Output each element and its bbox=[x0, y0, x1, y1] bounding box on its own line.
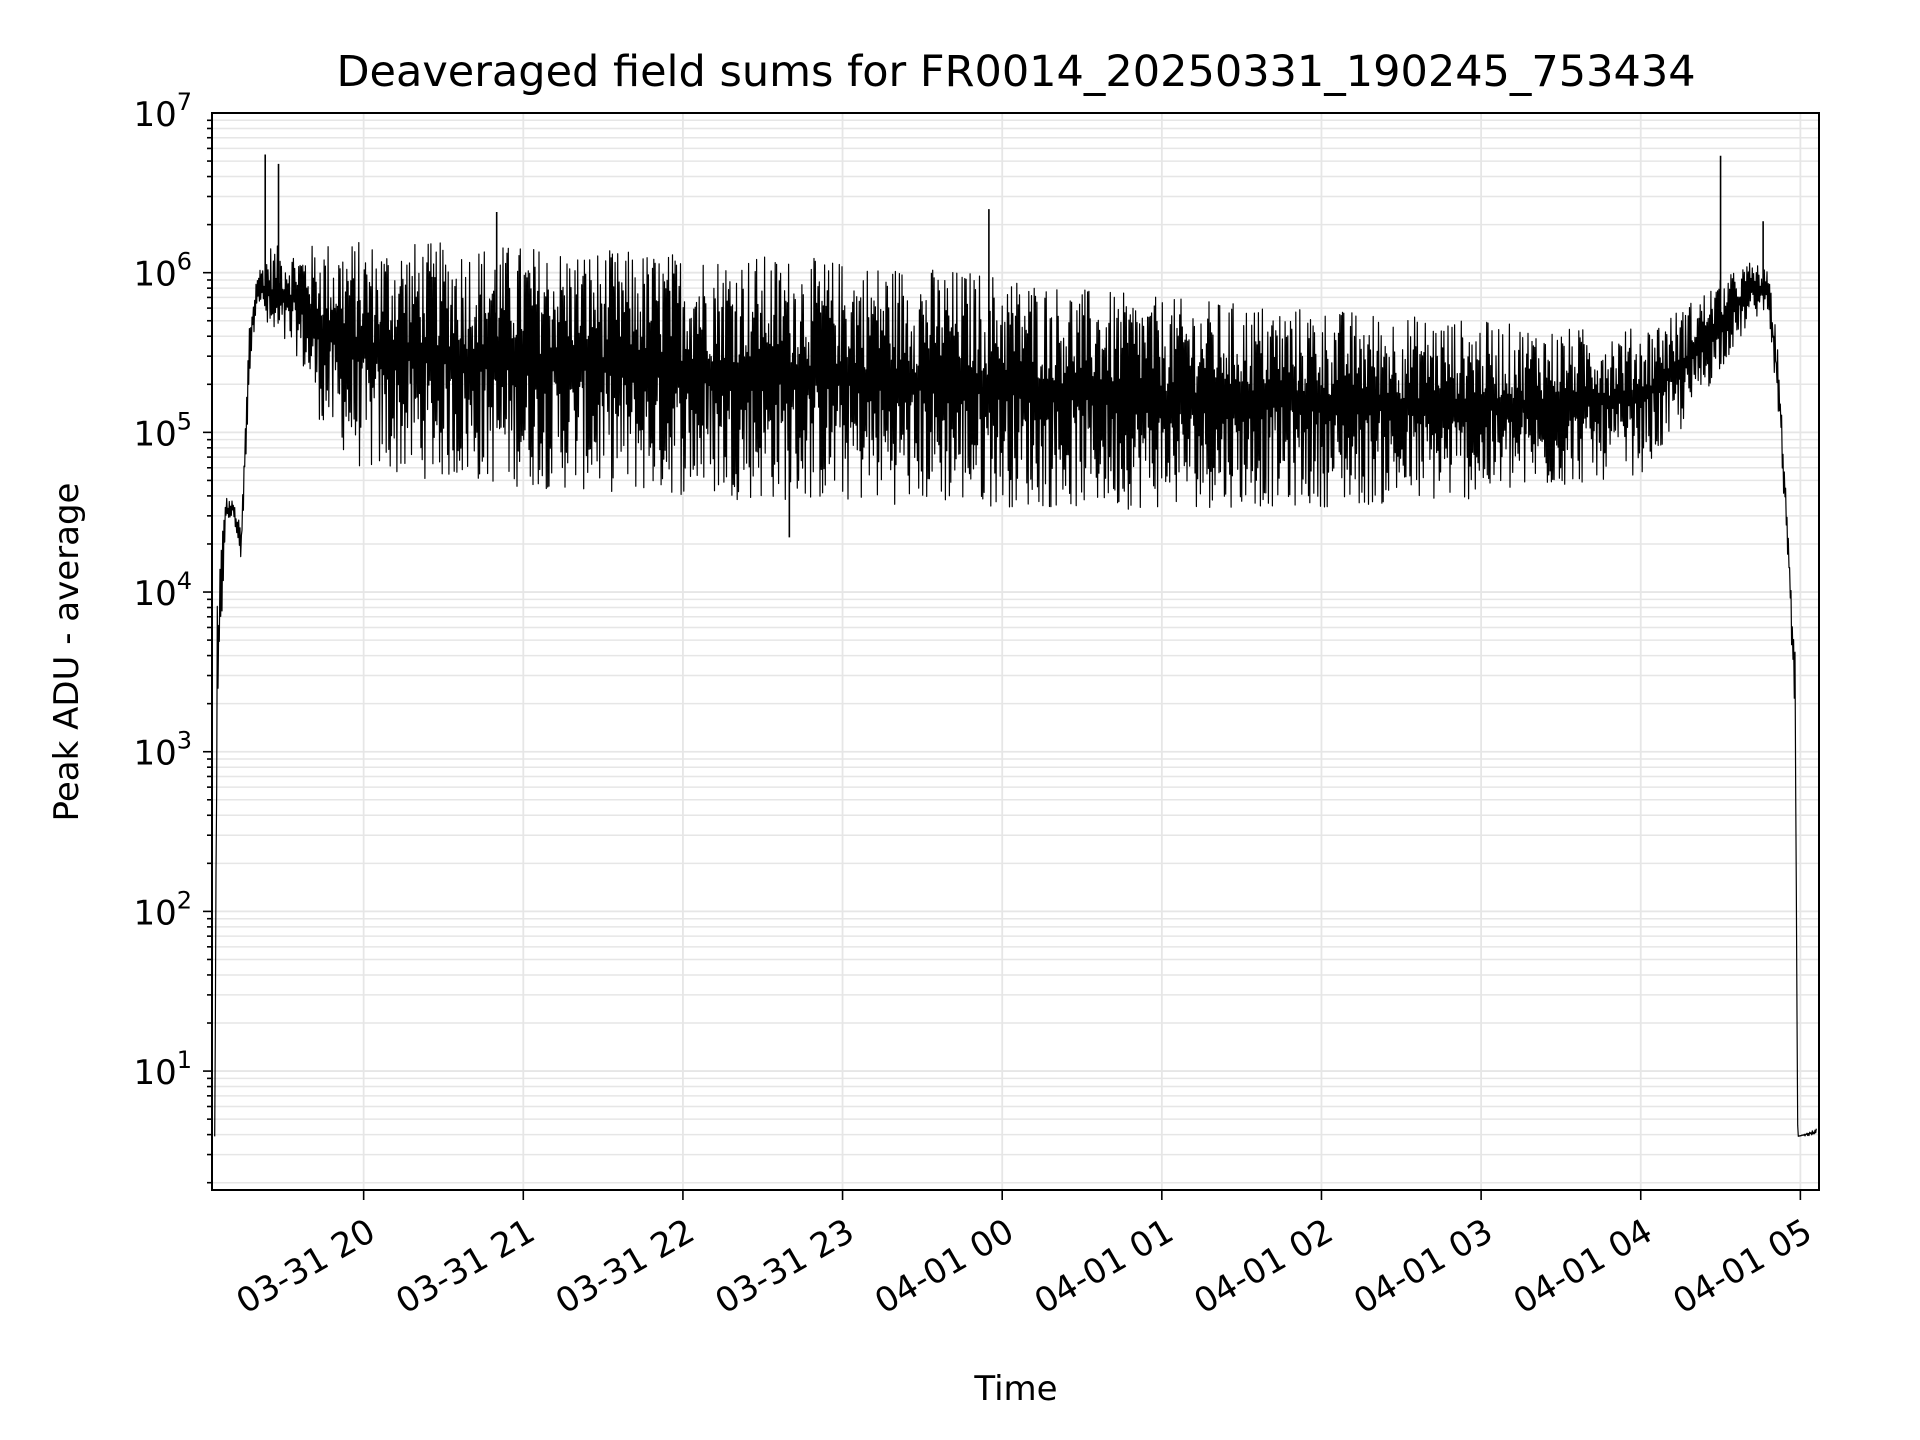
y-tick-label-base: 10 bbox=[133, 414, 176, 454]
y-tick-label-exponent: 5 bbox=[177, 407, 192, 435]
grid bbox=[212, 112, 1819, 1190]
y-tick-label-base: 10 bbox=[133, 95, 176, 135]
x-axis-label: Time bbox=[973, 1369, 1057, 1409]
y-tick-label-base: 10 bbox=[133, 734, 176, 774]
y-tick-label-exponent: 1 bbox=[177, 1046, 192, 1074]
y-tick-label: 102 bbox=[133, 886, 192, 933]
y-tick-label-base: 10 bbox=[133, 574, 176, 614]
chart-title: Deaveraged field sums for FR0014_2025033… bbox=[336, 47, 1695, 97]
series-line bbox=[214, 242, 1817, 1137]
y-tick-label: 106 bbox=[133, 248, 192, 295]
y-tick-label: 107 bbox=[133, 88, 192, 135]
y-tick-label: 104 bbox=[133, 567, 192, 614]
y-tick-label-base: 10 bbox=[133, 1053, 176, 1093]
y-tick-label: 101 bbox=[133, 1046, 192, 1093]
plot-frame bbox=[211, 112, 1820, 1191]
y-tick-label-exponent: 4 bbox=[177, 567, 192, 595]
y-axis-label: Peak ADU - average bbox=[47, 483, 87, 822]
y-tick-label-exponent: 3 bbox=[177, 727, 192, 755]
y-tick-label: 103 bbox=[133, 727, 192, 774]
series bbox=[214, 154, 1817, 1137]
y-tick-label: 105 bbox=[133, 407, 192, 454]
y-tick-label-base: 10 bbox=[133, 893, 176, 933]
y-tick-label-exponent: 2 bbox=[177, 886, 192, 914]
y-tick-label-base: 10 bbox=[133, 255, 176, 295]
y-tick-label-exponent: 6 bbox=[177, 248, 192, 276]
y-tick-label-exponent: 7 bbox=[177, 88, 192, 116]
